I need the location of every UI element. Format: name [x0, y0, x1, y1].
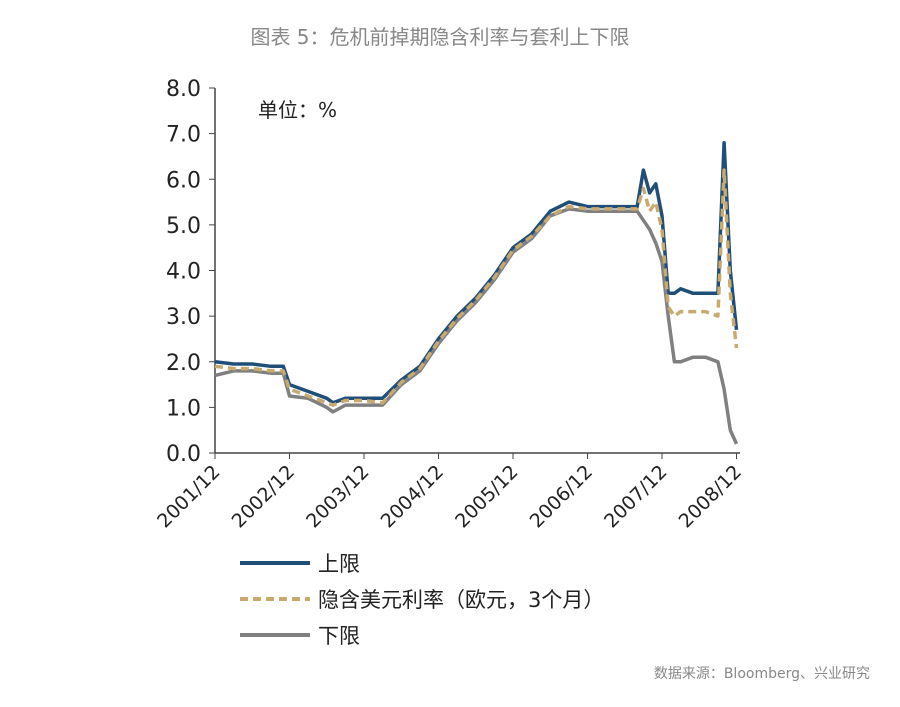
x-tick-label: 2006/12 — [526, 461, 597, 532]
legend-label: 上限 — [318, 552, 360, 576]
y-tick-label: 5.0 — [166, 214, 201, 239]
chart-title: 图表 5：危机前掉期隐含利率与套利上下限 — [250, 25, 629, 49]
x-tick-label: 2002/12 — [228, 461, 299, 532]
x-tick-label: 2008/12 — [675, 461, 746, 532]
y-tick-label: 0.0 — [166, 442, 201, 467]
x-tick-label: 2003/12 — [302, 461, 373, 532]
x-tick-label: 2005/12 — [451, 461, 522, 532]
legend-label: 隐含美元利率（欧元，3个月） — [318, 588, 604, 612]
y-tick-label: 1.0 — [166, 396, 201, 421]
x-tick-label: 2004/12 — [377, 461, 448, 532]
series-line — [214, 141, 739, 405]
y-tick-label: 4.0 — [166, 260, 201, 285]
y-tick-label: 7.0 — [166, 123, 201, 148]
unit-note: 单位：% — [258, 98, 337, 122]
y-tick-label: 6.0 — [166, 168, 201, 193]
x-tick-label: 2007/12 — [600, 461, 671, 532]
legend-label: 下限 — [318, 624, 360, 648]
source-note: 数据来源：Bloomberg、兴业研究 — [654, 666, 870, 682]
series-line — [214, 207, 739, 445]
x-tick-label: 2001/12 — [153, 461, 224, 532]
series-line — [214, 168, 739, 407]
y-tick-label: 8.0 — [166, 77, 201, 102]
y-tick-label: 3.0 — [166, 305, 201, 330]
y-tick-label: 2.0 — [166, 351, 201, 376]
